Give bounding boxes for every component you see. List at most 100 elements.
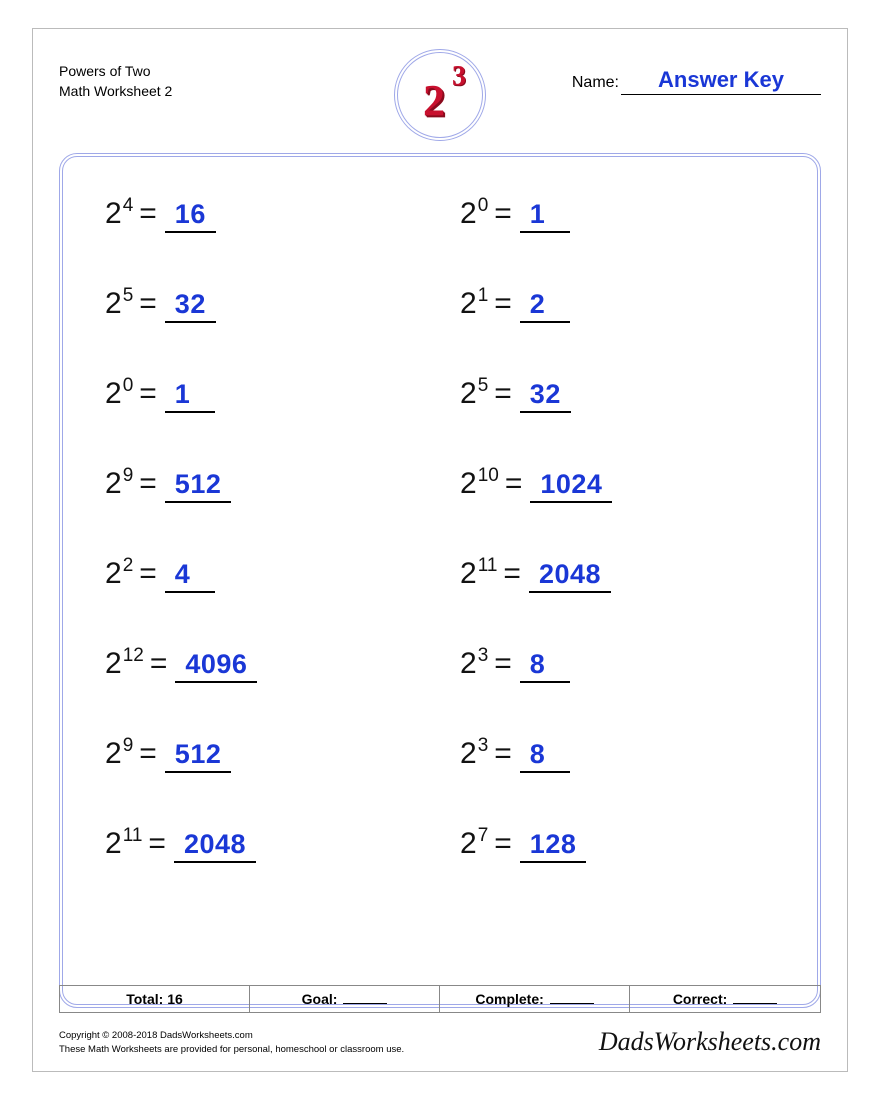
name-field: Name: Answer Key [572,67,821,95]
problem-base: 2 [460,737,477,771]
problem-item: 29=512 [105,737,420,773]
problem-exponent: 11 [123,825,143,847]
problem-exponent: 7 [478,825,489,847]
problem-item: 23=8 [460,647,775,683]
stat-correct: Correct: [630,986,820,1012]
problem-item: 24=16 [105,197,420,233]
problem-exponent: 3 [478,645,489,667]
equals-sign: = [494,197,512,231]
problem-base: 2 [460,647,477,681]
stat-goal: Goal: [250,986,440,1012]
footer-brand: DadsWorksheets.com [599,1027,821,1057]
problem-exponent: 10 [478,465,499,487]
problem-item: 20=1 [105,377,420,413]
header: Powers of Two Math Worksheet 2 2 3 Name:… [59,53,821,133]
problem-base: 2 [460,827,477,861]
problem-item: 21=2 [460,287,775,323]
name-value: Answer Key [621,67,821,95]
footer-legal: Copyright © 2008-2018 DadsWorksheets.com… [59,1029,404,1057]
problem-exponent: 4 [123,195,134,217]
stat-complete: Complete: [440,986,630,1012]
problem-answer: 32 [165,289,216,323]
problem-exponent: 2 [123,555,134,577]
problem-exponent: 9 [123,465,134,487]
equals-sign: = [494,737,512,771]
equals-sign: = [139,377,157,411]
problem-base: 2 [460,557,477,591]
problem-base: 2 [105,197,122,231]
problem-item: 23=8 [460,737,775,773]
problem-item: 210 =1024 [460,467,775,503]
stat-total: Total: 16 [60,986,250,1012]
problem-base: 2 [460,467,477,501]
problem-answer: 2048 [174,829,256,863]
problem-item: 20=1 [460,197,775,233]
problem-base: 2 [105,557,122,591]
problem-exponent: 1 [478,285,489,307]
problem-base: 2 [105,467,122,501]
stat-goal-blank [343,1003,387,1004]
problem-item: 27=128 [460,827,775,863]
footer-disclaimer: These Math Worksheets are provided for p… [59,1043,404,1057]
stat-total-value: 16 [167,991,183,1007]
footer: Copyright © 2008-2018 DadsWorksheets.com… [59,1027,821,1057]
equals-sign: = [503,557,521,591]
stat-correct-label: Correct: [673,991,727,1007]
logo-exponent: 3 [452,61,466,93]
footer-copyright: Copyright © 2008-2018 DadsWorksheets.com [59,1029,404,1043]
equals-sign: = [494,377,512,411]
equals-sign: = [494,287,512,321]
equals-sign: = [494,827,512,861]
problem-item: 25=32 [105,287,420,323]
problem-exponent: 11 [478,555,498,577]
equals-sign: = [139,197,157,231]
problem-answer: 1024 [530,469,612,503]
problem-answer: 2048 [529,559,611,593]
problem-answer: 128 [520,829,587,863]
problem-answer: 1 [520,199,570,233]
equals-sign: = [148,827,166,861]
problem-answer: 512 [165,469,232,503]
problem-answer: 32 [520,379,571,413]
problem-exponent: 3 [478,735,489,757]
problem-answer: 2 [520,289,570,323]
equals-sign: = [139,557,157,591]
problem-answer: 8 [520,739,570,773]
problem-base: 2 [105,377,122,411]
stat-goal-label: Goal: [302,991,338,1007]
problem-base: 2 [105,737,122,771]
equals-sign: = [139,287,157,321]
stat-complete-label: Complete: [475,991,543,1007]
equals-sign: = [150,647,168,681]
name-label: Name: [572,74,619,92]
problem-base: 2 [105,287,122,321]
problems-grid: 24=1620=125=3221=220=125=3229=512210=102… [105,197,775,863]
equals-sign: = [505,467,523,501]
title-block: Powers of Two Math Worksheet 2 [59,61,172,102]
stats-row: Total: 16 Goal: Complete: Correct: [59,985,821,1013]
problem-answer: 1 [165,379,215,413]
problem-item: 29=512 [105,467,420,503]
equals-sign: = [139,467,157,501]
problem-item: 22=4 [105,557,420,593]
problem-base: 2 [460,377,477,411]
stat-correct-blank [733,1003,777,1004]
content-frame: 24=1620=125=3221=220=125=3229=512210=102… [59,153,821,1008]
problem-exponent: 5 [123,285,134,307]
problem-base: 2 [105,647,122,681]
stat-total-label: Total: [126,991,163,1007]
problem-exponent: 5 [478,375,489,397]
logo-base: 2 [423,79,445,123]
problem-exponent: 9 [123,735,134,757]
stat-complete-blank [550,1003,594,1004]
problem-exponent: 12 [123,645,144,667]
problem-item: 212=4096 [105,647,420,683]
problem-base: 2 [460,287,477,321]
logo-ring: 2 3 [394,49,486,141]
problem-exponent: 0 [478,195,489,217]
equals-sign: = [494,647,512,681]
problem-item: 211=2048 [105,827,420,863]
problem-answer: 4 [165,559,215,593]
problem-item: 25=32 [460,377,775,413]
logo-badge: 2 3 [394,49,486,141]
